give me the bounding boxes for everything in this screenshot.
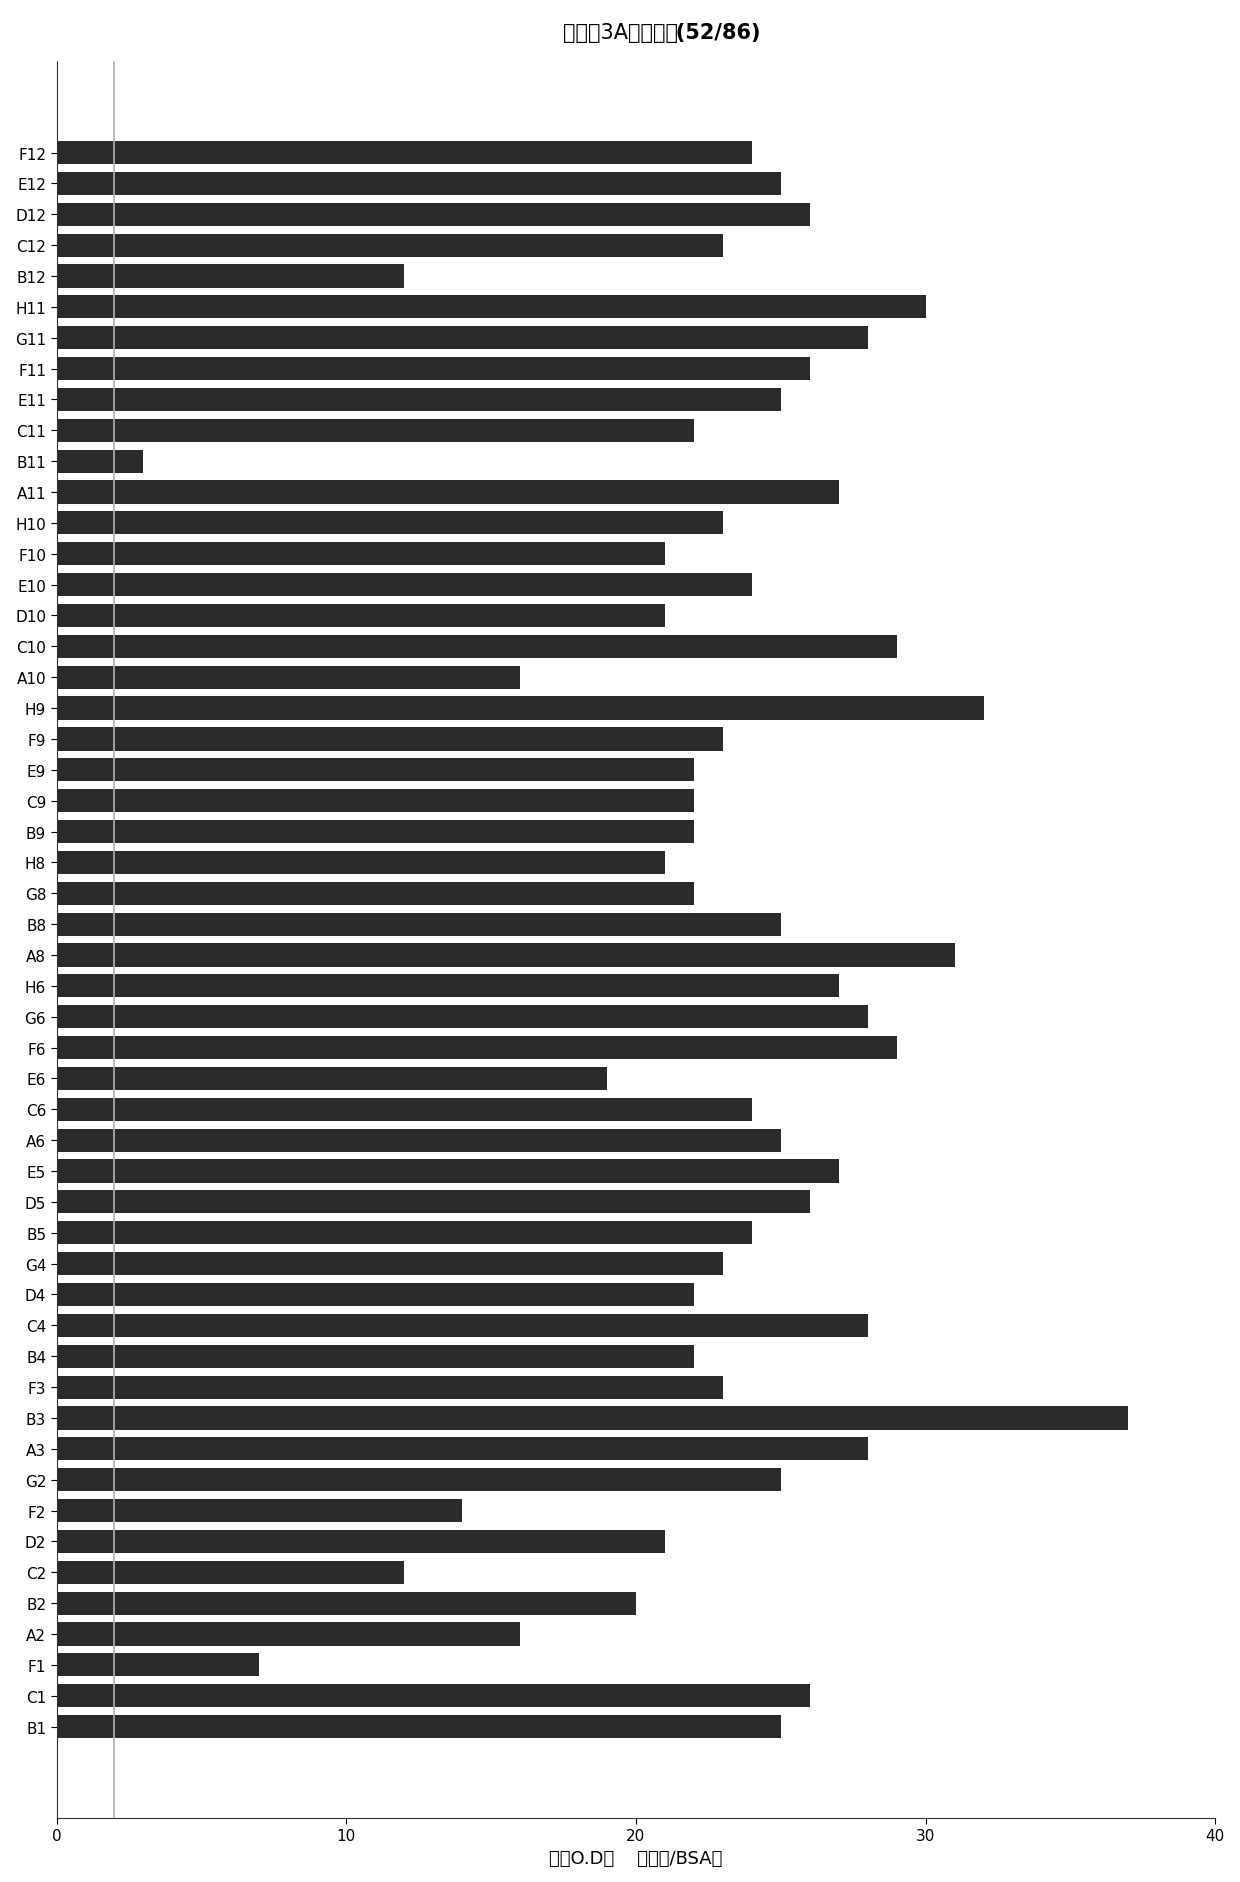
Bar xyxy=(57,1159,838,1184)
Bar xyxy=(57,1530,665,1553)
Bar xyxy=(57,1284,694,1306)
Bar xyxy=(57,1346,694,1368)
Bar xyxy=(57,1438,868,1460)
Bar xyxy=(57,358,810,380)
Bar xyxy=(57,1560,404,1585)
Bar xyxy=(57,1221,751,1244)
Bar xyxy=(57,1005,868,1029)
Bar xyxy=(57,173,781,196)
Bar xyxy=(57,512,723,534)
Bar xyxy=(57,975,838,997)
Bar xyxy=(57,390,781,412)
Bar xyxy=(57,883,694,905)
Bar xyxy=(57,1468,781,1491)
X-axis label: 相对O.D值    （样品/BSA）: 相对O.D值 （样品/BSA） xyxy=(549,1848,723,1867)
Bar xyxy=(57,1314,868,1338)
Bar xyxy=(57,913,781,935)
Bar xyxy=(57,728,723,751)
Bar xyxy=(57,851,665,875)
Bar xyxy=(57,666,520,689)
Bar xyxy=(57,1592,636,1615)
Bar xyxy=(57,482,838,504)
Bar xyxy=(57,542,665,566)
Bar xyxy=(57,1037,897,1060)
Bar xyxy=(57,1622,520,1645)
Bar xyxy=(57,420,694,442)
Bar xyxy=(57,327,868,350)
Bar xyxy=(57,1684,810,1707)
Bar xyxy=(57,604,665,629)
Bar xyxy=(57,203,810,226)
Bar xyxy=(57,1715,781,1739)
Bar xyxy=(57,235,723,258)
Bar xyxy=(57,790,694,813)
Bar xyxy=(57,1406,1128,1430)
Text: 信号素3A阳性克隆: 信号素3A阳性克隆 xyxy=(563,23,677,43)
Bar xyxy=(57,758,694,781)
Bar xyxy=(57,1500,463,1523)
Bar xyxy=(57,574,751,597)
Bar xyxy=(57,1376,723,1398)
Bar xyxy=(57,696,983,721)
Bar xyxy=(57,295,926,320)
Bar xyxy=(57,141,751,166)
Bar xyxy=(57,1191,810,1214)
Bar xyxy=(57,1252,723,1276)
Bar xyxy=(57,636,897,659)
Bar xyxy=(57,1099,751,1122)
Bar xyxy=(57,945,955,967)
Bar xyxy=(57,1067,608,1090)
Bar xyxy=(57,1654,259,1677)
Bar xyxy=(57,265,404,288)
Text: (52/86): (52/86) xyxy=(480,23,760,43)
Bar xyxy=(57,450,144,474)
Bar xyxy=(57,821,694,843)
Bar xyxy=(57,1129,781,1152)
